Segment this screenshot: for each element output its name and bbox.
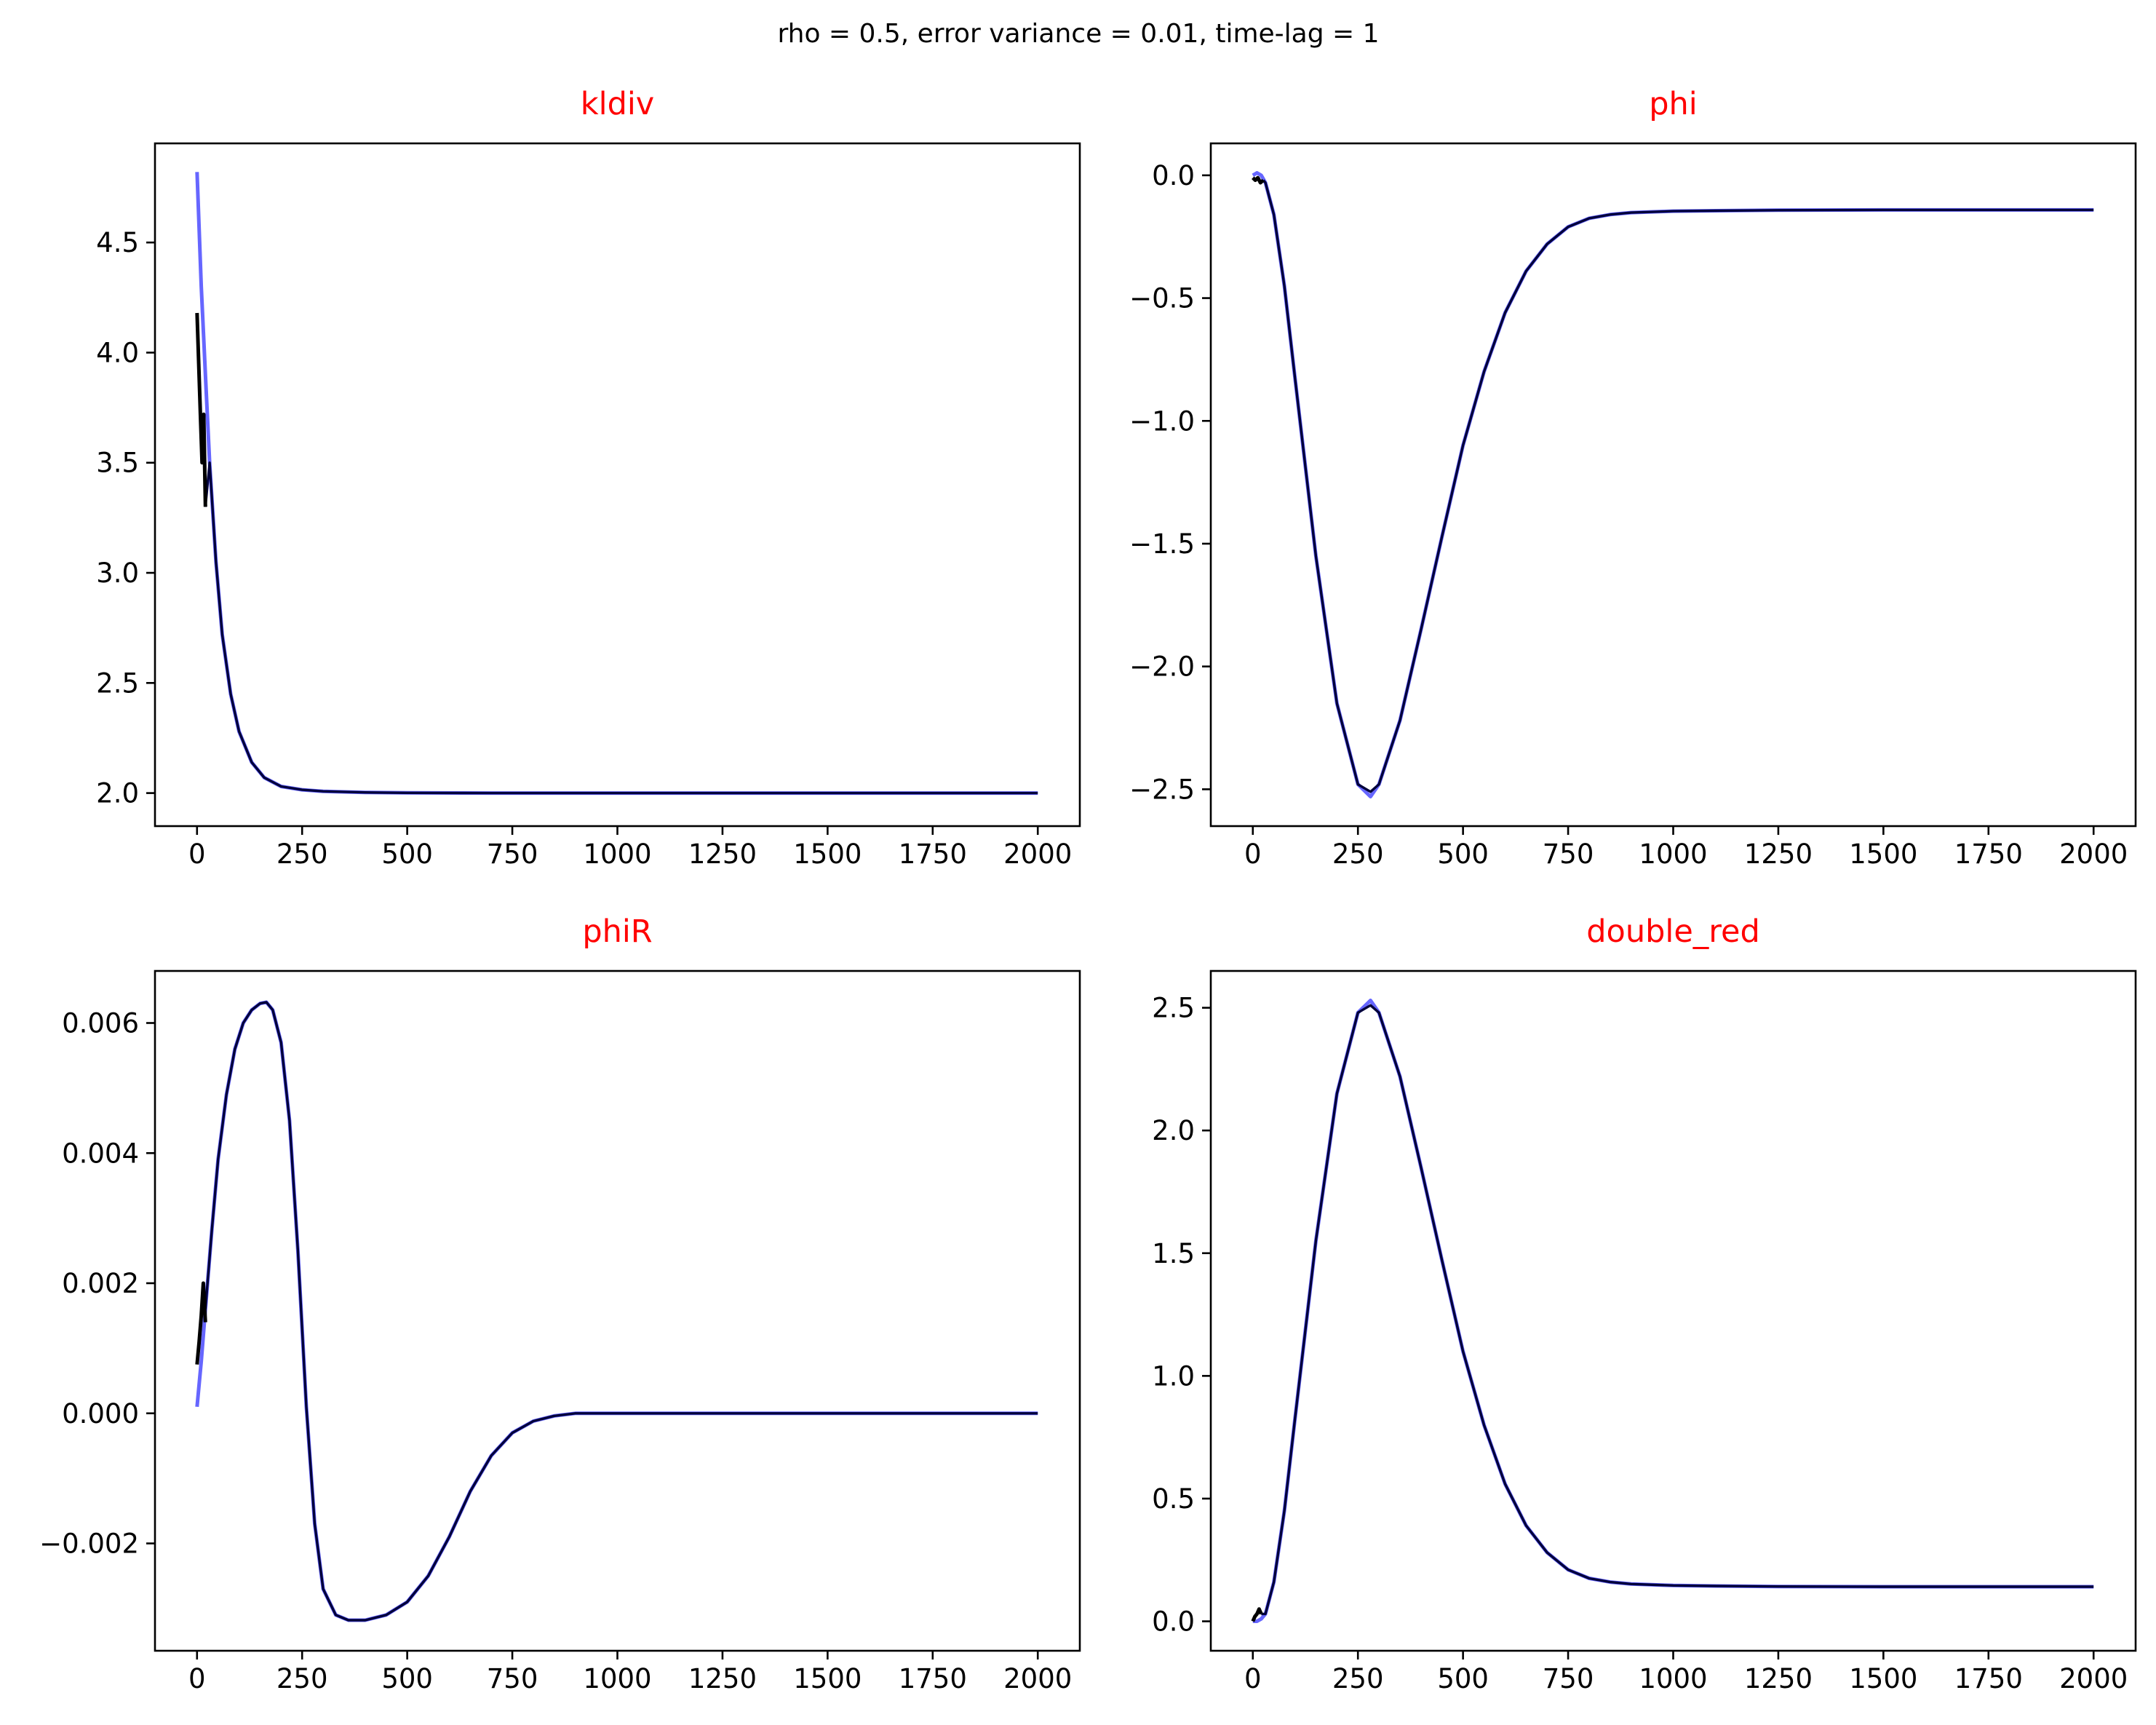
panel-double-red-xtick-label: 1250 bbox=[1744, 1663, 1813, 1694]
panel-double-red-xtick-label: 1750 bbox=[1954, 1663, 2023, 1694]
panel-phir-ytick-label: −0.002 bbox=[39, 1528, 139, 1560]
panel-phir-xtick-label: 1500 bbox=[793, 1663, 862, 1694]
panel-double-red-ytick-label: 2.5 bbox=[1152, 993, 1195, 1024]
panel-double-red-xtick-label: 750 bbox=[1543, 1663, 1594, 1694]
panel-phir-xtick-label: 1000 bbox=[583, 1663, 651, 1694]
panel-kldiv-ytick-label: 4.0 bbox=[96, 337, 139, 368]
panel-kldiv-xtick-label: 2000 bbox=[1003, 838, 1072, 870]
panel-double-red-series-3 bbox=[1251, 1607, 1263, 1622]
panel-kldiv-axes-frame bbox=[154, 142, 1081, 828]
panel-phi-series-1 bbox=[1252, 171, 2094, 798]
panel-phi-ytick-label: −0.5 bbox=[1129, 283, 1195, 314]
panel-phi-series-3 bbox=[1252, 175, 1265, 185]
panel-phi-xtick-label: 750 bbox=[1543, 838, 1594, 870]
panel-phir-xtick-label: 1750 bbox=[899, 1663, 967, 1694]
panel-phir-series-2 bbox=[204, 1001, 1038, 1622]
panel-phi: phi 0 250 500 750 1000 1250 1500 1750 2000 0.0 −0.5… bbox=[1129, 86, 2137, 870]
panel-double-red-title: double_red bbox=[1586, 913, 1760, 950]
panel-kldiv-series-2 bbox=[204, 461, 1038, 795]
panel-kldiv-ytick-label: 4.5 bbox=[96, 227, 139, 258]
panel-phir-xtick-label: 500 bbox=[381, 1663, 433, 1694]
panel-kldiv-xtick-label: 1250 bbox=[688, 838, 757, 870]
panel-phir: phiR 0 250 500 750 1000 1250 1500 1750 2000 −0.002… bbox=[39, 913, 1081, 1694]
panel-phi-ytick-label: −1.0 bbox=[1129, 405, 1195, 437]
panel-kldiv-xtick-label: 0 bbox=[188, 838, 206, 870]
panel-phi-xtick-label: 0 bbox=[1244, 838, 1262, 870]
panel-phi-xtick-label: 250 bbox=[1332, 838, 1384, 870]
panel-kldiv-series-3 bbox=[195, 312, 207, 507]
panel-double-red-ytick-label: 2.0 bbox=[1152, 1115, 1195, 1146]
panel-double-red-series-2 bbox=[1261, 1004, 2094, 1616]
panel-phir-ytick-label: 0.002 bbox=[62, 1268, 139, 1299]
panel-double-red-xtick-label: 1500 bbox=[1849, 1663, 1917, 1694]
panel-kldiv: kldiv 0 250 500 750 1000 1250 1500 1750 2000 2.0 2.… bbox=[96, 86, 1081, 870]
panel-phir-series-3 bbox=[195, 1281, 207, 1365]
panel-phi-xtick-label: 500 bbox=[1437, 838, 1489, 870]
panel-phi-axes-frame bbox=[1209, 142, 2137, 828]
panel-phir-xtick-label: 750 bbox=[487, 1663, 538, 1694]
panel-double-red-xtick-label: 1000 bbox=[1639, 1663, 1707, 1694]
panel-kldiv-ytick-label: 3.0 bbox=[96, 558, 139, 589]
panel-double-red-axes-frame bbox=[1209, 969, 2137, 1652]
panel-kldiv-xtick-label: 250 bbox=[277, 838, 328, 870]
panel-phir-ytick-label: 0.004 bbox=[62, 1138, 139, 1169]
panel-kldiv-ytick-label: 2.5 bbox=[96, 667, 139, 699]
panel-phi-ytick-label: −2.0 bbox=[1129, 651, 1195, 683]
panel-kldiv-ytick-label: 2.0 bbox=[96, 778, 139, 809]
panel-double-red-xtick-label: 250 bbox=[1332, 1663, 1384, 1694]
panel-phi-series-2 bbox=[1262, 179, 2094, 793]
panel-phi-xtick-label: 1750 bbox=[1954, 838, 2023, 870]
panel-kldiv-xtick-label: 750 bbox=[487, 838, 538, 870]
panel-double-red-xtick-label: 2000 bbox=[2059, 1663, 2128, 1694]
panel-phi-xtick-label: 1250 bbox=[1744, 838, 1813, 870]
panel-phir-xtick-label: 0 bbox=[188, 1663, 206, 1694]
panel-double-red-xtick-label: 0 bbox=[1244, 1663, 1262, 1694]
panel-double-red-ytick-label: 0.5 bbox=[1152, 1483, 1195, 1515]
panel-double-red: double_red 0 250 500 750 1000 1250 1500 1750 2000… bbox=[1152, 913, 2137, 1694]
panel-double-red-ytick-label: 1.5 bbox=[1152, 1238, 1195, 1269]
panel-phi-ytick-label: −2.5 bbox=[1129, 774, 1195, 805]
panel-kldiv-xtick-label: 1500 bbox=[793, 838, 862, 870]
figure-suptitle: rho = 0.5, error variance = 0.01, time-l… bbox=[777, 19, 1379, 49]
panel-phir-ytick-label: 0.000 bbox=[62, 1398, 139, 1429]
panel-phi-xtick-label: 1500 bbox=[1849, 838, 1917, 870]
panel-phir-title: phiR bbox=[582, 913, 652, 950]
panel-phir-series-1 bbox=[195, 1000, 1038, 1622]
panel-phir-axes-frame bbox=[154, 969, 1081, 1652]
panel-phi-title: phi bbox=[1649, 86, 1698, 122]
panel-kldiv-ytick-label: 3.5 bbox=[96, 448, 139, 479]
panel-phi-xtick-label: 1000 bbox=[1639, 838, 1707, 870]
panel-phir-xtick-label: 1250 bbox=[688, 1663, 757, 1694]
panel-double-red-xtick-label: 500 bbox=[1437, 1663, 1489, 1694]
panel-kldiv-title: kldiv bbox=[581, 86, 655, 122]
panel-double-red-ytick-label: 1.0 bbox=[1152, 1360, 1195, 1392]
panel-double-red-series-1 bbox=[1252, 999, 2094, 1623]
panel-phir-xtick-label: 250 bbox=[277, 1663, 328, 1694]
panel-phir-xtick-label: 2000 bbox=[1003, 1663, 1072, 1694]
panel-phi-xtick-label: 2000 bbox=[2059, 838, 2128, 870]
panel-double-red-ytick-label: 0.0 bbox=[1152, 1606, 1195, 1638]
panel-kldiv-series-1 bbox=[195, 172, 1038, 796]
panel-kldiv-xtick-label: 1750 bbox=[899, 838, 967, 870]
panel-kldiv-xtick-label: 1000 bbox=[583, 838, 651, 870]
panel-kldiv-xtick-label: 500 bbox=[381, 838, 433, 870]
panel-phi-ytick-label: 0.0 bbox=[1152, 160, 1195, 191]
panel-phi-ytick-label: −1.5 bbox=[1129, 528, 1195, 560]
panel-phir-ytick-label: 0.006 bbox=[62, 1008, 139, 1039]
